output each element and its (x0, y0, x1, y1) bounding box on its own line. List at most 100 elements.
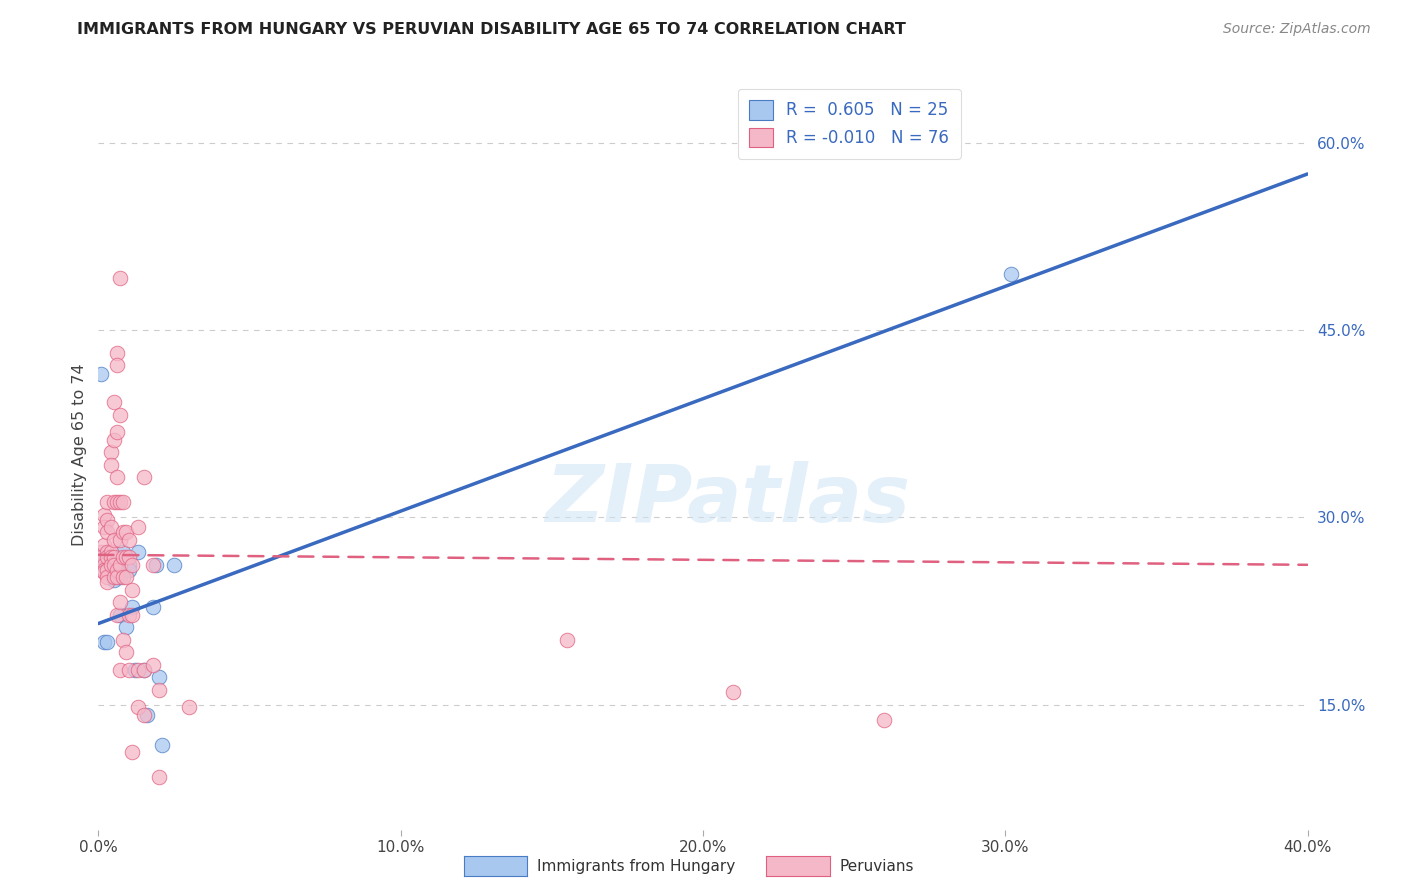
Point (103, 570, 125, 584)
Point (135, 707, 157, 722)
Text: IMMIGRANTS FROM HUNGARY VS PERUVIAN DISABILITY AGE 65 TO 74 CORRELATION CHART: IMMIGRANTS FROM HUNGARY VS PERUVIAN DISA… (77, 22, 907, 37)
Point (108, 595, 131, 609)
Point (114, 620, 136, 634)
Point (108, 408, 131, 422)
Point (108, 495, 131, 509)
Point (121, 745, 143, 759)
Point (100, 445, 122, 459)
Point (127, 663, 149, 677)
Point (90, 367, 112, 381)
Point (96, 563, 118, 577)
Point (100, 560, 122, 574)
Point (105, 470, 128, 484)
Y-axis label: Disability Age 65 to 74: Disability Age 65 to 74 (72, 364, 87, 546)
Point (105, 495, 128, 509)
Point (100, 520, 122, 534)
Point (103, 495, 125, 509)
Point (105, 345, 128, 359)
Point (114, 570, 136, 584)
Point (142, 558, 165, 572)
Point (96, 513, 118, 527)
Text: Source: ZipAtlas.com: Source: ZipAtlas.com (1223, 22, 1371, 37)
Point (103, 558, 125, 572)
Point (105, 607, 128, 622)
Point (100, 558, 122, 572)
Point (132, 663, 155, 677)
Point (93, 558, 115, 572)
Text: Immigrants from Hungary: Immigrants from Hungary (537, 859, 735, 873)
Point (111, 495, 134, 509)
Point (93, 566, 115, 580)
Point (132, 707, 155, 722)
Point (105, 563, 128, 577)
Point (105, 358, 128, 372)
Legend: R =  0.605   N = 25, R = -0.010   N = 76: R = 0.605 N = 25, R = -0.010 N = 76 (738, 88, 960, 159)
Point (108, 533, 131, 547)
Point (148, 670, 170, 684)
Point (108, 270, 131, 285)
Point (145, 558, 167, 572)
Point (142, 600, 165, 615)
Point (121, 607, 143, 622)
Point (873, 713, 896, 727)
Text: Peruvians: Peruvians (839, 859, 914, 873)
Point (555, 632, 578, 647)
Point (124, 663, 146, 677)
Point (96, 545, 118, 559)
Point (100, 458, 122, 472)
Point (96, 635, 118, 649)
Point (105, 425, 128, 440)
Point (103, 550, 125, 565)
Point (163, 558, 186, 572)
Point (105, 570, 128, 584)
Point (179, 700, 201, 714)
Point (90, 548, 112, 562)
Point (121, 558, 143, 572)
Point (118, 533, 141, 547)
Point (111, 525, 134, 540)
Point (127, 545, 149, 559)
Point (118, 663, 141, 677)
Point (114, 550, 136, 565)
Point (103, 533, 125, 547)
Point (103, 563, 125, 577)
Point (121, 582, 143, 597)
Point (96, 550, 118, 565)
Point (90, 563, 112, 577)
Point (103, 395, 125, 409)
Point (90, 550, 112, 565)
Point (148, 682, 170, 697)
Point (111, 570, 134, 584)
Point (1000, 267, 1022, 281)
Point (142, 657, 165, 672)
Point (100, 550, 122, 565)
Point (111, 550, 134, 565)
Point (93, 508, 115, 522)
Point (103, 433, 125, 447)
Point (118, 558, 141, 572)
Point (118, 607, 141, 622)
Point (105, 550, 128, 565)
Point (93, 538, 115, 552)
Point (103, 573, 125, 587)
Point (108, 663, 131, 677)
Point (132, 470, 155, 484)
Point (96, 495, 118, 509)
Point (96, 575, 118, 590)
Point (111, 545, 134, 559)
Point (118, 563, 141, 577)
Point (93, 635, 115, 649)
Point (93, 563, 115, 577)
Point (118, 550, 141, 565)
Point (96, 570, 118, 584)
Point (90, 545, 112, 559)
Point (93, 520, 115, 534)
Point (100, 545, 122, 559)
Point (121, 600, 143, 615)
Point (108, 558, 131, 572)
Point (127, 700, 149, 714)
Point (111, 632, 134, 647)
Point (108, 607, 131, 622)
Point (114, 645, 136, 659)
Point (96, 525, 118, 540)
